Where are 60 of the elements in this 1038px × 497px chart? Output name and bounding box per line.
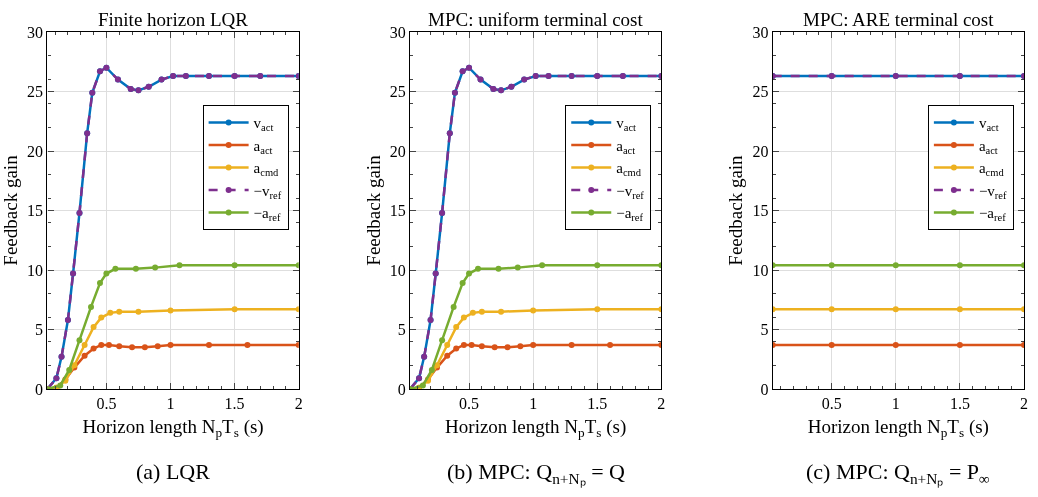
y-tick-label: 30 [27,23,44,41]
y-tick-label: 25 [752,83,769,101]
x-tick-label: 0.5 [821,395,842,413]
legend-label: a$_{act}$ [978,137,998,156]
legend-label: v$_{act}$ [253,115,274,134]
x-axis-title: Horizon length N$_{p}$T$_{s}$ (s) [807,416,989,441]
y-tick-label: 10 [752,261,769,279]
x-tick-label: 2 [657,395,666,413]
y-tick-label: 20 [27,142,44,160]
text: (a) LQR [136,459,211,484]
y-tick-label: 25 [27,83,44,101]
legend-label: a$_{act}$ [616,137,636,156]
x-tick-label: 1.5 [224,395,245,413]
y-tick-label: 10 [389,261,406,279]
y-tick-label: 0 [760,380,769,398]
legend-label: a$_{cmd}$ [978,160,1005,179]
y-tick-label: 20 [752,142,769,160]
legend-label: a$_{act}$ [253,137,273,156]
legend-label: −a$_{ref}$ [978,205,1007,224]
y-tick-label: 30 [752,23,769,41]
y-tick-label: 0 [397,380,406,398]
legend-label: v$_{act}$ [616,115,637,134]
x-tick-label: 1.5 [949,395,970,413]
y-axis-title: Feedback gain [362,154,384,266]
y-tick-label: 5 [397,321,406,339]
x-tick-label: 1 [529,395,538,413]
y-tick-label: 15 [752,202,769,220]
legend-label: a$_{cmd}$ [253,160,280,179]
y-axis-title: Feedback gain [0,154,21,266]
x-axis-title: Horizon length N$_{p}$T$_{s}$ (s) [445,416,627,441]
chart-title: Finite horizon LQR [98,9,249,30]
chart-title: MPC: uniform terminal cost [428,9,644,30]
legend-label: −a$_{ref}$ [616,205,644,224]
x-tick-label: 0.5 [96,395,117,413]
y-tick-label: 5 [35,321,44,339]
y-axis-title: Feedback gain [725,154,747,266]
y-tick-label: 25 [389,83,406,101]
legend-label: a$_{cmd}$ [616,160,642,179]
chart-title: MPC: ARE terminal cost [803,9,995,30]
y-tick-label: 20 [389,142,406,160]
legend-label: v$_{act}$ [978,115,999,134]
x-tick-label: 0.5 [459,395,480,413]
text: (c) MPC: Q$_{n+Nₚ}$ = P$_{∞}$ [806,459,991,488]
y-tick-label: 0 [35,380,44,398]
x-tick-label: 2 [1020,395,1028,413]
legend-label: −a$_{ref}$ [253,205,281,224]
legend-label: −v$_{ref}$ [616,182,645,201]
y-tick-label: 15 [389,202,406,220]
x-tick-label: 1 [891,395,900,413]
y-tick-label: 5 [760,321,769,339]
x-tick-label: 1 [166,395,175,413]
x-axis-title: Horizon length N$_{p}$T$_{s}$ (s) [82,416,264,441]
legend-label: −v$_{ref}$ [253,182,282,201]
y-tick-label: 10 [27,261,44,279]
y-tick-label: 30 [389,23,406,41]
y-tick-label: 15 [27,202,44,220]
legend-label: −v$_{ref}$ [978,182,1008,201]
text: (b) MPC: Q$_{n+Nₚ}$ = Q [447,459,626,488]
x-tick-label: 1.5 [587,395,608,413]
x-tick-label: 2 [294,395,303,413]
